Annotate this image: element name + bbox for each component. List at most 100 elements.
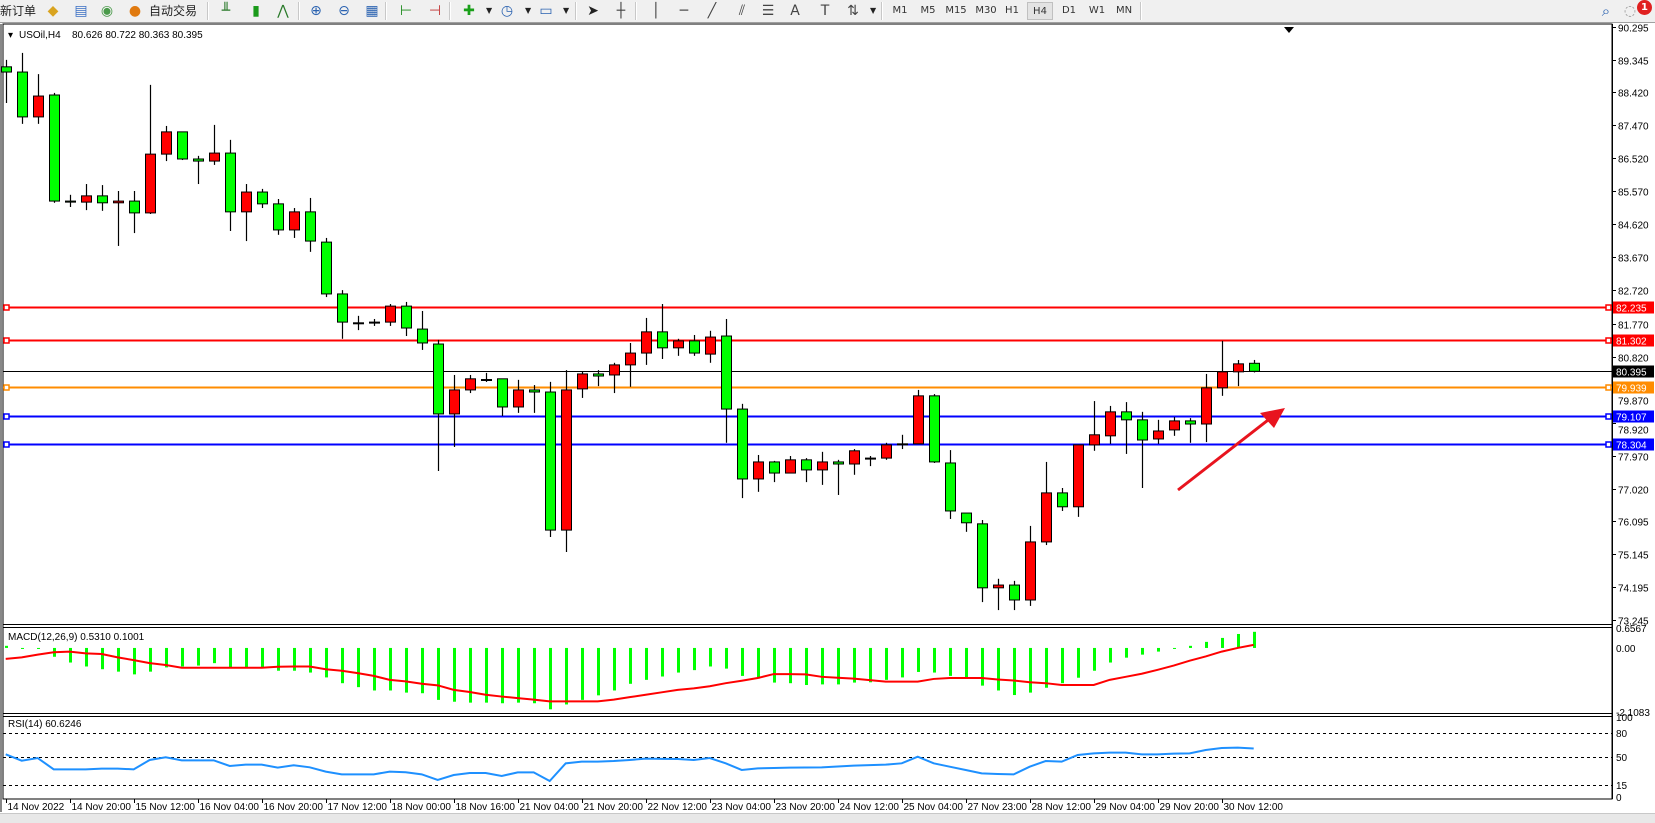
chat-icon[interactable]: ◌: [1623, 3, 1637, 19]
candle-body: [721, 335, 732, 410]
timeframe-h1[interactable]: H1: [1005, 5, 1019, 16]
vertical-line-icon[interactable]: │: [651, 3, 661, 19]
crosshair-icon[interactable]: ┼: [616, 3, 626, 19]
candle: [49, 92, 60, 203]
macd-histogram-bar: [661, 647, 664, 677]
macd-label: MACD(12,26,9) 0.5310 0.1001: [8, 632, 145, 643]
periods-icon[interactable]: ◷: [500, 3, 514, 19]
line-chart-icon[interactable]: ⋀: [277, 3, 289, 19]
indicators-dropdown-icon[interactable]: ▼: [486, 6, 493, 15]
timeframe-h4[interactable]: H4: [1027, 2, 1053, 20]
line-handle[interactable]: [3, 384, 10, 391]
line-handle[interactable]: [1605, 413, 1612, 420]
timeframe-m15[interactable]: M15: [945, 5, 967, 16]
macd-histogram-bar: [1157, 647, 1160, 652]
macd-histogram-bar: [709, 647, 712, 667]
notification-badge[interactable]: 1: [1637, 0, 1652, 15]
timeframe-w1[interactable]: W1: [1088, 5, 1106, 16]
candle-body: [913, 395, 924, 445]
macd-histogram-bar: [1221, 637, 1224, 648]
macd-histogram-bar: [901, 647, 904, 678]
candle-body: [929, 395, 940, 463]
text-icon[interactable]: A: [790, 3, 800, 19]
zoom-out-icon[interactable]: ⊖: [338, 3, 350, 19]
candle: [529, 385, 540, 413]
annotation-arrow-line[interactable]: [1177, 415, 1273, 492]
candle: [273, 198, 284, 235]
indicators-icon[interactable]: ✚: [463, 3, 475, 19]
candle-body: [33, 95, 44, 118]
line-handle[interactable]: [1605, 337, 1612, 344]
chart-shift-icon[interactable]: ⊢: [399, 3, 413, 19]
time-tick-label: 14 Nov 2022: [8, 802, 65, 813]
candle: [81, 184, 92, 211]
templates-icon[interactable]: ▭: [539, 3, 553, 19]
line-handle[interactable]: [1605, 304, 1612, 311]
candle: [97, 185, 108, 211]
time-tick-label: 17 Nov 12:00: [328, 802, 388, 813]
macd-histogram-bar: [85, 647, 88, 667]
chart-collapse-icon[interactable]: ▾: [8, 30, 13, 41]
line-handle[interactable]: [3, 413, 10, 420]
candle: [401, 301, 412, 337]
candle-body: [593, 373, 604, 377]
templates-dropdown-icon[interactable]: ▼: [563, 6, 570, 15]
timeframe-m30[interactable]: M30: [975, 5, 997, 16]
line-handle[interactable]: [3, 441, 10, 448]
timeframe-m1[interactable]: M1: [892, 5, 908, 16]
signals-icon[interactable]: ◉: [100, 3, 114, 19]
line-handle[interactable]: [3, 304, 10, 311]
search-icon[interactable]: ⌕: [1601, 2, 1611, 20]
time-tick-label: 16 Nov 04:00: [200, 802, 260, 813]
candle-body: [257, 191, 268, 205]
timeframe-mn[interactable]: MN: [1115, 5, 1133, 16]
candlestick-chart-icon[interactable]: ▮: [252, 3, 260, 19]
macd-histogram-bar: [373, 647, 376, 691]
periods-dropdown-icon[interactable]: ▼: [525, 6, 532, 15]
equidistant-channel-icon[interactable]: ⫽: [738, 3, 746, 19]
timeframe-m5[interactable]: M5: [920, 5, 936, 16]
text-label-icon[interactable]: T: [820, 3, 830, 19]
terminal-icon[interactable]: ▤: [74, 3, 88, 19]
strategy-tester-icon[interactable]: ◆: [47, 3, 59, 19]
chart-window[interactable]: 90.295 89.345 88.420 87.470 86.520 85.570 84.6…: [0, 23, 1655, 813]
line-handle[interactable]: [3, 337, 10, 344]
timeframe-d1[interactable]: D1: [1061, 5, 1077, 16]
time-tick-label: 29 Nov 04:00: [1096, 802, 1156, 813]
candle-body: [1201, 387, 1212, 425]
candle-body: [401, 305, 412, 329]
candle-body: [17, 71, 28, 118]
candle-body: [993, 584, 1004, 589]
bar-chart-icon[interactable]: ╨: [221, 3, 231, 19]
candle: [1025, 525, 1036, 606]
line-handle[interactable]: [1605, 441, 1612, 448]
rsi-pane: [3, 733, 1612, 786]
fibonacci-icon[interactable]: ☰: [761, 3, 775, 19]
chart-shift-marker-icon[interactable]: [1284, 27, 1294, 33]
zoom-in-icon[interactable]: ⊕: [310, 3, 322, 19]
new-order-button[interactable]: 新订单: [0, 4, 37, 18]
arrows-dropdown-icon[interactable]: ▼: [870, 6, 877, 15]
cursor-icon[interactable]: ➤: [587, 3, 599, 19]
autoscroll-icon[interactable]: ⊣: [428, 3, 442, 19]
candle: [177, 131, 188, 161]
line-handle[interactable]: [1605, 384, 1612, 391]
auto-trading-icon[interactable]: ●: [128, 3, 142, 19]
chart-canvas[interactable]: 90.295 89.345 88.420 87.470 86.520 85.570 84.6…: [0, 23, 1655, 813]
macd-histogram-bar: [853, 647, 856, 683]
candle-body: [817, 461, 828, 471]
auto-trading-button[interactable]: 自动交易: [149, 4, 198, 18]
candle: [321, 237, 332, 298]
candle-body: [1073, 444, 1084, 508]
candle: [913, 389, 924, 445]
tile-windows-icon[interactable]: ▦: [365, 3, 379, 19]
rsi-tick-label: 50: [1616, 753, 1628, 764]
horizontal-line-icon[interactable]: ─: [679, 3, 689, 19]
macd-histogram-bar: [21, 647, 24, 649]
trendline-icon[interactable]: ╱: [707, 3, 717, 19]
annotation-arrowhead-icon[interactable]: [1260, 408, 1285, 428]
candle: [289, 208, 300, 238]
candle: [209, 124, 220, 165]
candle: [785, 456, 796, 474]
arrows-icon[interactable]: ⇅: [847, 3, 859, 19]
